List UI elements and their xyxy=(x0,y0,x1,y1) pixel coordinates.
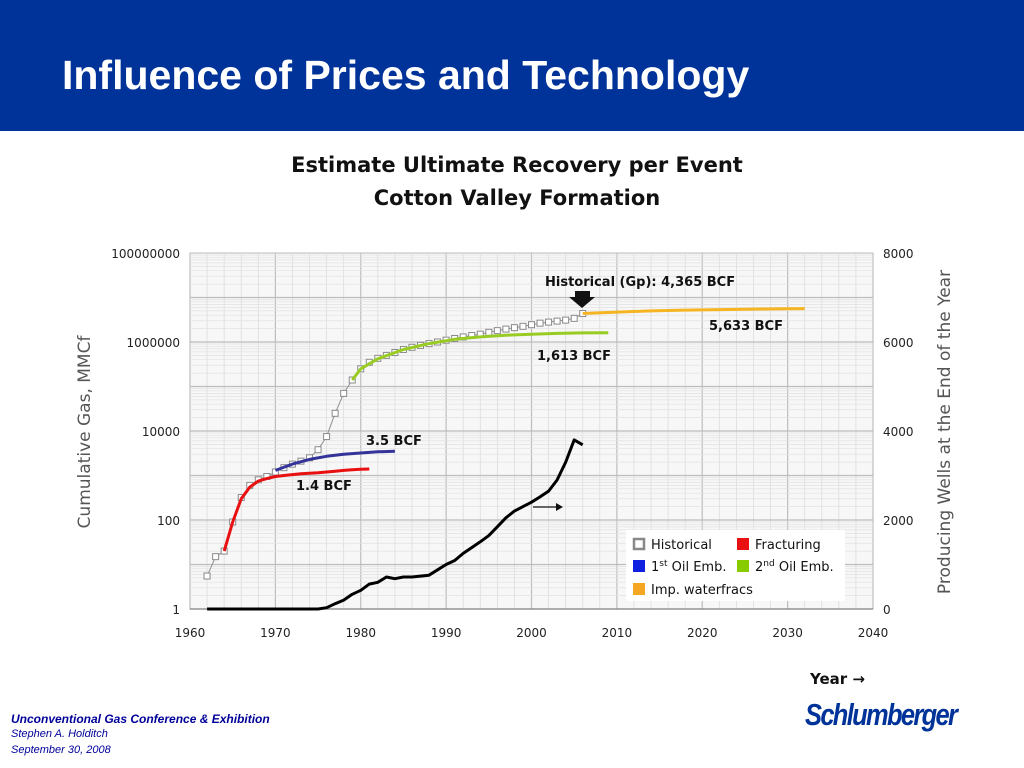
legend-swatch xyxy=(737,560,749,572)
x-tick-label: 1980 xyxy=(345,626,376,640)
x-tick-label: 1960 xyxy=(175,626,206,640)
series-line-1st-oil-emb xyxy=(274,449,395,472)
legend-label: Fracturing xyxy=(755,538,821,553)
historical-point xyxy=(553,317,561,325)
y2-tick-label: 8000 xyxy=(883,247,914,261)
x-tick-label: 1970 xyxy=(260,626,291,640)
x-axis-label: Year → xyxy=(809,670,865,688)
series-line-2nd-oil-emb xyxy=(351,331,609,381)
legend-label: Imp. waterfracs xyxy=(651,583,753,598)
y2-tick-label: 6000 xyxy=(883,336,914,350)
legend-label: 1st Oil Emb. xyxy=(651,559,726,575)
x-tick-label: 2020 xyxy=(687,626,718,640)
historical-point xyxy=(545,318,553,326)
y-tick-label: 1000000 xyxy=(127,336,180,350)
x-tick-label: 2000 xyxy=(516,626,547,640)
y-tick-label: 1 xyxy=(172,603,180,617)
historical-point xyxy=(485,328,493,336)
y2-tick-label: 4000 xyxy=(883,425,914,439)
x-tick-label: 1990 xyxy=(431,626,462,640)
historical-point xyxy=(331,409,339,417)
historical-point xyxy=(493,327,501,335)
annotation-label: 5,633 BCF xyxy=(709,319,783,334)
header-banner: Influence of Prices and Technology xyxy=(0,0,1024,131)
y-tick-label: 100 xyxy=(157,514,180,528)
series-line-fracturing xyxy=(222,467,370,552)
legend-label: 2nd Oil Emb. xyxy=(755,559,834,575)
historical-point xyxy=(528,321,535,329)
historical-point xyxy=(519,322,527,330)
x-tick-label: 2040 xyxy=(858,626,889,640)
annotation-label: Historical (Gp): 4,365 BCF xyxy=(545,275,735,290)
annotation-label: 1,613 BCF xyxy=(537,349,611,364)
chart-title: Estimate Ultimate Recovery per Event xyxy=(291,153,743,177)
legend-swatch xyxy=(737,538,749,550)
footer-date: September 30, 2008 xyxy=(11,744,111,756)
y2-tick-label: 2000 xyxy=(883,514,914,528)
schlumberger-logo: Schlumberger xyxy=(805,697,958,732)
historical-point xyxy=(510,324,518,332)
series-line-imp-waterfracs xyxy=(582,307,805,315)
historical-point xyxy=(340,389,348,397)
historical-point xyxy=(570,314,578,322)
slide-title: Influence of Prices and Technology xyxy=(62,52,750,98)
historical-point xyxy=(502,325,510,333)
historical-point xyxy=(323,433,331,441)
pointer-arrow-icon xyxy=(569,291,595,308)
legend-swatch xyxy=(633,560,645,572)
footer-author: Stephen A. Holditch xyxy=(11,728,108,740)
historical-point xyxy=(314,446,322,454)
right-arrow-icon xyxy=(556,503,563,511)
legend-label: Historical xyxy=(651,538,712,553)
series-line-producing-wells xyxy=(207,438,584,611)
y2-axis-label: Producing Wells at the End of the Year xyxy=(935,270,955,594)
historical-point xyxy=(203,572,211,580)
eur-chart: Estimate Ultimate Recovery per Event Cott… xyxy=(75,153,955,688)
y2-tick-label: 0 xyxy=(883,603,891,617)
annotation-label: 3.5 BCF xyxy=(366,434,422,449)
y-tick-label: 100000000 xyxy=(111,247,180,261)
x-tick-label: 2010 xyxy=(602,626,633,640)
historical-point xyxy=(536,319,544,327)
footer-conference: Unconventional Gas Conference & Exhibiti… xyxy=(11,712,270,726)
x-tick-label: 2030 xyxy=(772,626,803,640)
y-tick-label: 10000 xyxy=(142,425,180,439)
legend-swatch xyxy=(633,583,645,595)
y-axis-label: Cumulative Gas, MMCf xyxy=(75,335,95,529)
legend-swatch xyxy=(632,537,646,551)
legend-box xyxy=(626,530,845,601)
historical-point xyxy=(212,553,220,561)
annotation-label: 1.4 BCF xyxy=(296,479,352,494)
chart-subtitle: Cotton Valley Formation xyxy=(374,186,660,210)
historical-point xyxy=(562,316,570,324)
